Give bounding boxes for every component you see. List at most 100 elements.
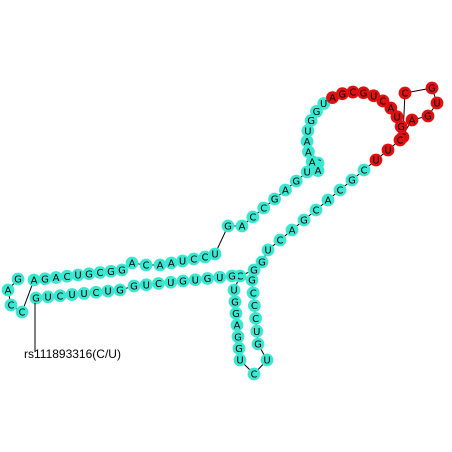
nucleotide-letter: A: [409, 116, 416, 127]
nucleotide-letter: U: [370, 91, 377, 102]
nucleotide-circle: [430, 96, 444, 110]
nucleotide-circle: [104, 264, 118, 278]
nucleotide-circle: [279, 183, 292, 197]
nucleotide-letter: U: [179, 257, 186, 268]
nucleotide-letter: U: [384, 146, 391, 157]
nucleotide-11: C: [93, 266, 107, 279]
nucleotide-circle: [65, 288, 79, 301]
nucleotide-circle: [101, 284, 115, 298]
nucleotide-letter: C: [97, 268, 104, 279]
nucleotide-circle: [139, 278, 153, 292]
nucleotide-69: U: [227, 283, 241, 297]
nucleotide-circle: [261, 243, 275, 257]
nucleotide-letter: U: [192, 275, 199, 286]
nucleotide-39: A: [326, 91, 339, 104]
nucleotide-circle: [93, 266, 107, 279]
nucleotide-circle: [15, 305, 29, 319]
nucleotide-circle: [231, 330, 245, 344]
nucleotide-letter: G: [85, 269, 93, 280]
nucleotide-circle: [115, 263, 129, 277]
nucleotide-letter: U: [143, 280, 150, 291]
nucleotide-34: A: [300, 134, 314, 148]
nucleotide-letter: U: [68, 290, 75, 301]
nucleotide-20: C: [198, 250, 212, 264]
nucleotide-letter: G: [271, 195, 279, 206]
nucleotide-letter: C: [260, 204, 267, 215]
snp-annotation-label: rs111893316(C/U): [24, 347, 121, 361]
nucleotide-letter: A: [31, 276, 38, 287]
nucleotide-circle: [235, 219, 249, 233]
nucleotide-42: G: [357, 86, 370, 99]
nucleotide-letter: C: [250, 288, 257, 299]
nucleotide-60: A: [321, 193, 335, 207]
nucleotide-letter: A: [289, 226, 296, 237]
nucleotide-circle: [248, 299, 261, 312]
nucleotide-59: C: [333, 183, 347, 197]
nucleotide-circle: [125, 256, 139, 270]
nucleotide-67: G: [247, 263, 261, 277]
nucleotide-letter: G: [179, 277, 187, 288]
nucleotide-circle: [53, 289, 67, 303]
nucleotide-85: U: [213, 270, 227, 284]
nucleotide-letter: G: [14, 275, 22, 286]
nucleotide-circle: [89, 285, 103, 299]
nucleotide-25: C: [257, 201, 271, 215]
nucleotide-letter: G: [424, 112, 432, 123]
nucleotide-letter: C: [237, 272, 244, 283]
nucleotide-circle: [164, 275, 178, 289]
nucleotide-letter: C: [249, 213, 256, 224]
nucleotide-circle: [255, 255, 269, 269]
nucleotide-71: G: [229, 306, 243, 320]
nucleotide-circle: [260, 353, 274, 367]
nucleotide-letter: A: [304, 137, 311, 148]
nucleotide-circle: [300, 165, 314, 179]
nucleotide-32: A: [305, 155, 319, 168]
nucleotide-circle: [309, 203, 323, 217]
nucleotide-79: U: [250, 324, 264, 338]
nucleotide-letter: G: [254, 340, 262, 351]
nucleotide-46: U: [390, 110, 404, 123]
nucleotide-17: A: [164, 256, 178, 270]
nucleotide-letter: U: [304, 126, 311, 137]
nucleotide-56: U: [369, 153, 383, 167]
nucleotide-letter: A: [309, 157, 316, 168]
nucleotide-letter: G: [224, 222, 232, 233]
nucleotide-2: A: [1, 283, 15, 297]
nucleotide-letter: U: [230, 286, 237, 297]
nucleotide-letter: A: [282, 186, 289, 197]
nucleotide-letter: U: [303, 168, 310, 179]
nucleotide-letter: G: [360, 88, 368, 99]
nucleotide-circle: [333, 183, 347, 197]
nucleotide-circle: [346, 85, 360, 99]
nucleotide-49: C: [398, 86, 412, 100]
nucleotide-circle: [300, 134, 314, 148]
nucleotides: GACCAGACUGCGGACAAUCCUGACCGAGUCAAAAUGGUAG…: [1, 81, 444, 381]
nucleotide-letter: A: [234, 321, 241, 332]
nucleotide-letter: U: [44, 292, 51, 303]
nucleotide-61: C: [309, 203, 323, 217]
nucleotide-letter: G: [348, 176, 356, 187]
nucleotide-circle: [38, 272, 52, 286]
nucleotide-circle: [153, 258, 167, 272]
nucleotide-circle: [198, 250, 212, 264]
nucleotide-81: C: [248, 299, 261, 312]
nucleotide-circle: [225, 269, 239, 283]
nucleotide-78: G: [251, 337, 265, 351]
nucleotide-91: U: [139, 278, 153, 292]
nucleotide-95: C: [89, 285, 103, 299]
nucleotide-89: U: [164, 275, 178, 289]
nucleotide-circle: [246, 210, 260, 224]
nucleotide-letter: G: [428, 84, 436, 95]
nucleotide-letter: G: [116, 286, 124, 297]
nucleotide-9: U: [71, 268, 85, 282]
nucleotide-87: U: [188, 273, 202, 286]
nucleotide-74: G: [232, 341, 246, 355]
nucleotide-3: C: [4, 298, 18, 312]
nucleotide-63: A: [285, 223, 299, 237]
nucleotide-circle: [321, 193, 335, 207]
nucleotide-54: C: [393, 133, 407, 147]
nucleotide-13: G: [115, 263, 129, 277]
nucleotide-letter: A: [315, 166, 322, 177]
nucleotide-letter: U: [264, 246, 271, 257]
